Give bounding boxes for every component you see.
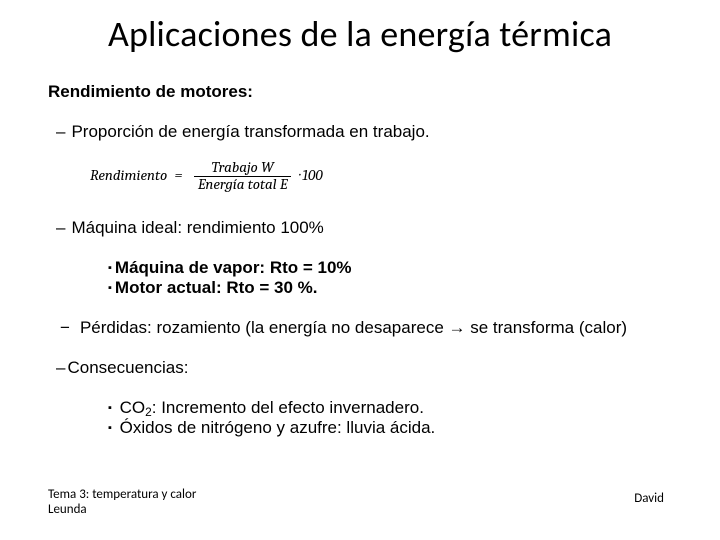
footer-left: Tema 3: temperatura y calor Leunda (48, 488, 196, 518)
square-icon: ▪ (108, 422, 112, 434)
consequence-co2-pre: CO (120, 398, 146, 417)
bullet-perdidas-text: Pérdidas: rozamiento (la energía no desa… (80, 318, 627, 337)
bullet-proportion-text: Proporción de energía transformada en tr… (71, 122, 429, 141)
minus-icon: − (60, 318, 70, 338)
dash-icon: – (56, 122, 65, 142)
formula-fraction: Trabajo W Energía total E (194, 160, 292, 193)
formula-denominator: Energía total E (194, 177, 292, 193)
section-heading: Rendimiento de motores: (48, 82, 253, 102)
subbullet-vapor: ▪Máquina de vapor: Rto = 10% (108, 258, 352, 278)
bullet-perdidas: −Pérdidas: rozamiento (la energía no des… (60, 318, 627, 338)
consequence-co2-sub: 2 (145, 405, 152, 419)
bullet-ideal: –Máquina ideal: rendimiento 100% (56, 218, 324, 238)
bullet-ideal-text: Máquina ideal: rendimiento 100% (71, 218, 323, 237)
consequence-oxidos-text: Óxidos de nitrógeno y azufre: lluvia áci… (120, 418, 436, 437)
square-icon: ▪ (108, 402, 112, 414)
footer-right: David (634, 491, 664, 506)
formula-tail: · 100 (299, 166, 323, 184)
formula-eq: = (175, 166, 183, 184)
subbullet-vapor-text: Máquina de vapor: Rto = 10% (115, 258, 352, 277)
bullet-consecuencias: –Consecuencias: (56, 358, 188, 378)
consequence-co2-post: : Incremento del efecto invernadero. (152, 398, 424, 417)
slide-title: Aplicaciones de la energía térmica (0, 12, 720, 56)
dash-icon: – (56, 358, 65, 378)
subbullet-motor: ▪Motor actual: Rto = 30 %. (108, 278, 318, 298)
dash-icon: – (56, 218, 65, 238)
bullet-consecuencias-text: Consecuencias: (67, 358, 188, 377)
footer-left-line1: Tema 3: temperatura y calor (48, 487, 196, 502)
square-icon: ▪ (108, 262, 112, 274)
formula-lhs: Rendimiento (90, 166, 167, 184)
consequence-co2: ▪ CO2: Incremento del efecto invernadero… (108, 398, 424, 419)
square-icon: ▪ (108, 282, 112, 294)
consequence-oxidos: ▪ Óxidos de nitrógeno y azufre: lluvia á… (108, 418, 435, 438)
subbullet-motor-text: Motor actual: Rto = 30 %. (115, 278, 318, 297)
formula-rendimiento: Rendimiento = Trabajo W Energía total E … (90, 160, 323, 193)
bullet-proportion: –Proporción de energía transformada en t… (56, 122, 430, 142)
footer-left-line2: Leunda (48, 502, 87, 517)
